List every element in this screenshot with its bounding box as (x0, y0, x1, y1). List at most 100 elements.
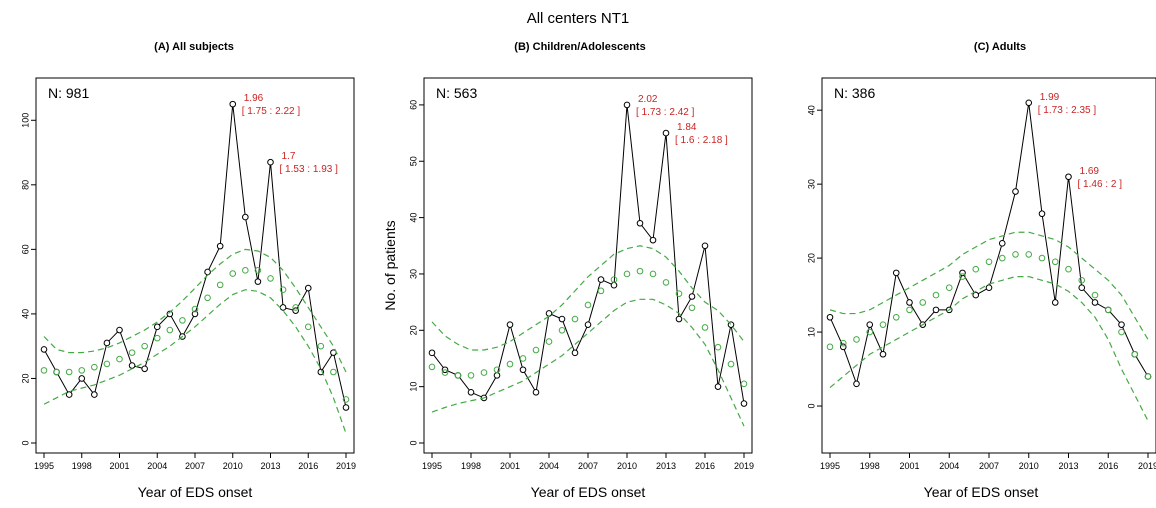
observed-point (610, 281, 618, 289)
fitted-point (342, 396, 350, 403)
fitted-point (610, 276, 618, 283)
x-tick-label: 1995 (820, 461, 840, 471)
observed-point (216, 242, 224, 250)
x-tick-label: 1998 (461, 461, 481, 471)
observed-point (701, 242, 709, 250)
y-tick-label: 10 (408, 382, 418, 392)
y-tick-label: 80 (20, 180, 30, 190)
x-tick-label: 2010 (617, 461, 637, 471)
x-tick-label: 1995 (34, 461, 54, 471)
fitted-point (506, 360, 514, 368)
observed-point (1012, 188, 1019, 195)
observed-point (506, 321, 514, 328)
x-tick-label: 2004 (147, 461, 167, 471)
fitted-point (441, 369, 449, 376)
fitted-point (204, 294, 211, 302)
fitted-point (584, 301, 592, 309)
fitted-point (65, 368, 73, 376)
annotation-interval: [ 1.73 : 2.35 ] (1038, 105, 1097, 116)
observed-point (279, 304, 287, 311)
fitted-point (740, 380, 748, 388)
fitted-point (467, 372, 475, 379)
y-tick-label: 20 (408, 325, 418, 335)
observed-point (141, 365, 148, 373)
fitted-point (727, 360, 735, 368)
panel-title: (C) Adults (974, 41, 1026, 53)
fitted-point (1144, 373, 1152, 380)
fitted-point (40, 367, 48, 374)
observed-point (545, 310, 553, 317)
observed-point (1091, 299, 1099, 306)
observed-point (932, 306, 940, 314)
observed-point (662, 129, 670, 137)
observed-point (166, 310, 174, 318)
y-tick-label: 40 (20, 309, 30, 319)
fitted-point (267, 275, 274, 282)
fitted-point (166, 326, 174, 334)
observed-point (1065, 173, 1072, 181)
observed-point (91, 391, 98, 398)
fitted-point (998, 254, 1006, 262)
x-tick-label: 2019 (336, 461, 356, 471)
plot-frame (35, 77, 355, 454)
x-tick-label: 2007 (578, 461, 598, 471)
y-tick-label: 20 (20, 373, 30, 383)
fitted-point (714, 343, 722, 351)
y-tick-label: 0 (806, 404, 816, 409)
x-tick-label: 2019 (1138, 461, 1156, 471)
fitted-point (906, 306, 913, 314)
fitted-point (454, 372, 462, 379)
observed-point (688, 293, 696, 300)
fitted-point (279, 286, 287, 294)
observed-point (1051, 299, 1059, 306)
fitted-point (853, 336, 860, 343)
fitted-point (623, 270, 631, 278)
main-title: All centers NT1 (526, 10, 630, 27)
x-tick-label: 2016 (298, 461, 318, 471)
x-tick-label: 2004 (539, 461, 559, 471)
x-axis-label: Year of EDS onset (138, 484, 253, 500)
fitted-point (1118, 328, 1125, 336)
observed-point (204, 268, 211, 276)
y-tick-label: 20 (806, 253, 816, 263)
observed-point (242, 213, 249, 221)
fitted-point (519, 355, 527, 362)
observed-point (493, 372, 501, 379)
fitted-point (1025, 251, 1033, 258)
x-tick-label: 2010 (1019, 461, 1039, 471)
x-tick-label: 1995 (422, 461, 442, 471)
fitted-point (254, 267, 262, 274)
observed-point (826, 313, 834, 321)
upper-bound-line (431, 245, 745, 351)
y-tick-label: 0 (20, 440, 30, 445)
observed-point (267, 158, 274, 166)
fitted-point (91, 363, 98, 371)
panel-title: (B) Children/Adolescents (514, 41, 645, 53)
observed-point (342, 404, 350, 411)
fitted-point (292, 304, 299, 311)
fitted-point (662, 279, 670, 286)
fitted-point (480, 369, 488, 376)
fitted-point (892, 313, 900, 321)
fitted-point (128, 349, 136, 356)
observed-point (906, 299, 913, 306)
fitted-point (317, 342, 325, 350)
observed-point (1078, 284, 1086, 291)
fitted-point (428, 363, 436, 371)
annotation-value: 1.84 (677, 122, 697, 133)
y-tick-label: 60 (20, 244, 30, 254)
observed-point (103, 339, 111, 347)
fitted-point (972, 265, 980, 273)
annotation-value: 2.02 (638, 94, 658, 105)
y-tick-label: 50 (408, 156, 418, 166)
fitted-point (1091, 291, 1099, 299)
chart-panel-2: (B) Children/Adolescents N: 563 0 10 20 30 40 5… (382, 41, 754, 500)
annotation-value: 1.96 (244, 93, 264, 104)
fitted-point (141, 342, 148, 350)
fitted-point (866, 328, 874, 336)
fitted-point (839, 339, 847, 347)
observed-point (636, 219, 644, 227)
fitted-point (701, 324, 709, 331)
fitted-point (571, 315, 579, 323)
